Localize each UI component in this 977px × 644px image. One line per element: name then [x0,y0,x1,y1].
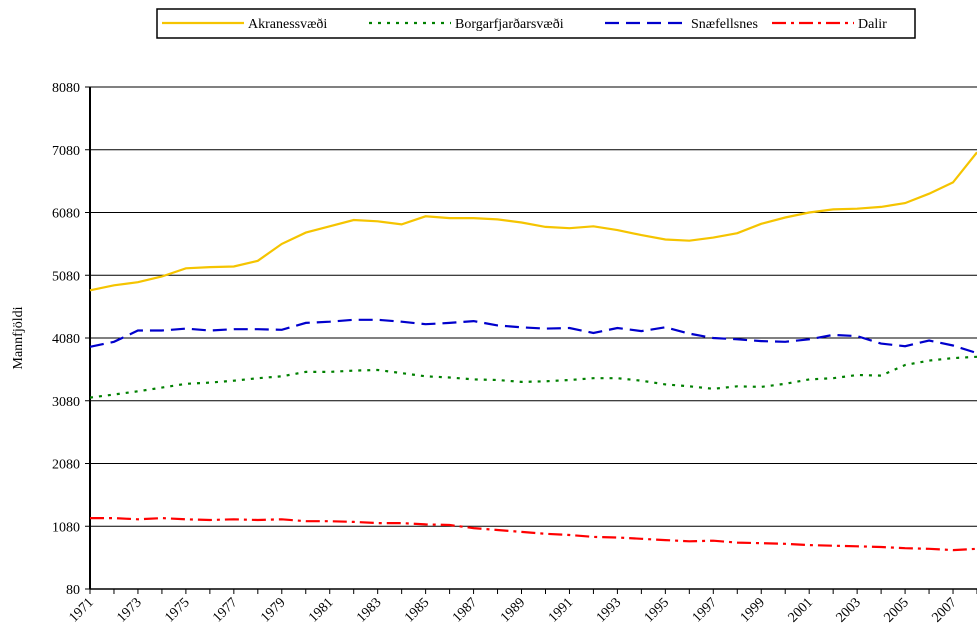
x-tick-label: 2005 [882,595,912,625]
x-tick-label: 1987 [450,595,480,625]
legend-label: Dalir [858,17,887,32]
legend-box [156,8,916,39]
series-line [89,318,977,355]
x-tick-label: 1971 [66,595,96,625]
x-tick-label: 1979 [258,595,288,625]
y-tick-label: 8080 [52,81,80,96]
y-tick-label: 3080 [52,395,80,410]
x-tick-label: 2003 [834,595,864,625]
x-tick-label: 1973 [114,595,144,625]
x-tick-label: 1985 [402,595,432,625]
y-tick-label: 5080 [52,269,80,284]
x-tick-label: 1989 [498,595,528,625]
legend-label: Borgarfjarðarsvæði [455,17,564,32]
x-tick-label: 1981 [306,595,336,625]
y-tick-label: 2080 [52,458,80,473]
x-tick-label: 1977 [210,595,240,625]
x-tick-label: 1997 [690,595,720,625]
x-tick-label: 1991 [546,595,576,625]
y-tick-label: 4080 [52,332,80,347]
legend-label: Snæfellsnes [691,17,758,32]
y-tick-label: 1080 [52,520,80,535]
x-tick-label: 1983 [354,595,384,625]
x-tick-label: 1995 [642,595,672,625]
x-tick-label: 2001 [786,595,816,625]
x-tick-label: 1975 [162,595,192,625]
series-line [89,355,977,399]
y-axis-label: Mannfjöldi [11,306,26,369]
y-tick-label: 80 [66,583,80,598]
legend: Akranessvæði Borgarfjarðarsvæði Snæfellsne… [156,8,916,39]
series-line [89,151,977,292]
legend-label: Akranessvæði [248,17,327,32]
series-line [90,516,977,552]
x-tick-label: 2007 [929,595,959,625]
y-tick-label: 6080 [52,207,80,222]
x-tick-label: 1993 [594,595,624,625]
x-tick-label: 1999 [738,595,768,625]
y-tick-label: 7080 [52,144,80,159]
